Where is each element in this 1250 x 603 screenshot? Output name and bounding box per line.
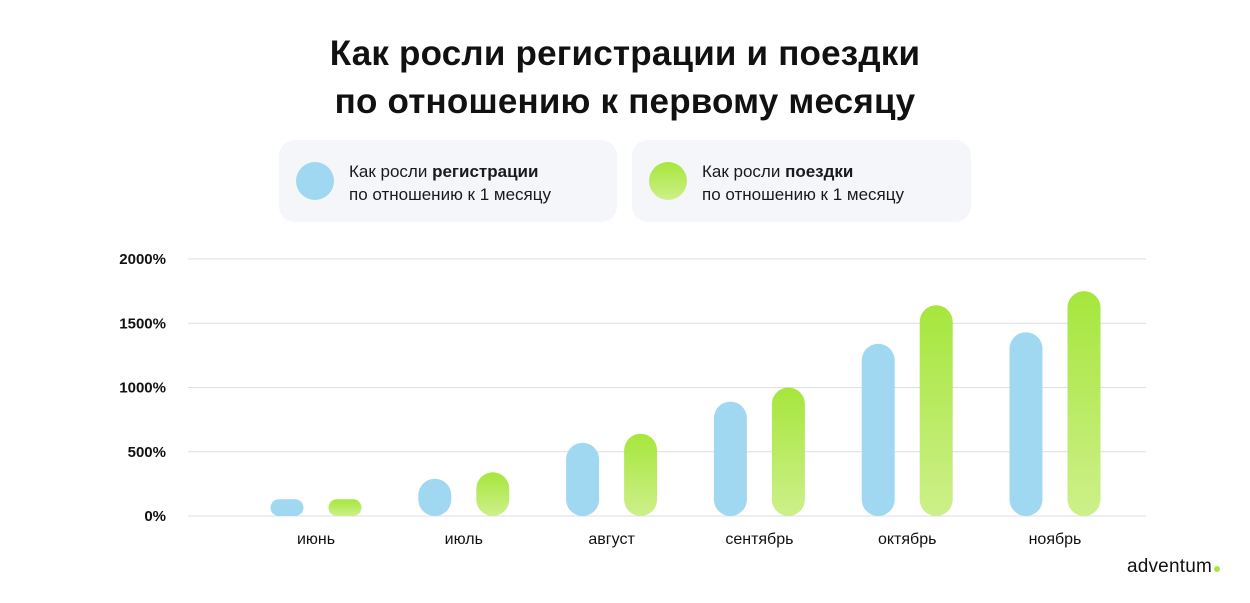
x-tick-label: сентябрь [725, 531, 793, 548]
x-tick-label: июнь [297, 531, 335, 548]
bars [270, 291, 1101, 516]
bar-registrations [418, 478, 452, 516]
x-axis-tick-labels: июнь июль август сентябрь октябрь ноябрь [297, 531, 1081, 548]
bar-registrations [1009, 332, 1043, 516]
y-axis-tick-labels: 0% 500% 1000% 1500% 2000% [119, 251, 166, 525]
grid-lines [188, 258, 1146, 517]
legend-label-trips-line2: по отношению к 1 месяцу [702, 185, 904, 204]
legend-swatch-registrations [296, 162, 334, 200]
y-tick-label: 0% [144, 508, 166, 525]
legend-label-registrations: Как росли регистрации по отношению к 1 м… [349, 160, 551, 206]
brand-logo: adventum [1127, 556, 1220, 578]
x-tick-label: ноябрь [1029, 531, 1082, 548]
legend-item-registrations: Как росли регистрации по отношению к 1 м… [279, 140, 617, 222]
bar-registrations [861, 343, 895, 516]
bar-trips [1067, 291, 1101, 516]
chart-title-line-2: по отношению к первому месяцу [334, 82, 916, 121]
legend-label-registrations-plain: Как росли [349, 162, 433, 181]
legend-label-trips-bold: поездки [785, 162, 854, 181]
legend-label-registrations-bold: регистрации [432, 162, 539, 181]
brand-logo-dot [1214, 566, 1220, 572]
bar-registrations [713, 401, 747, 516]
x-tick-label: октябрь [878, 531, 936, 548]
y-tick-label: 1500% [119, 315, 166, 332]
bar-trips [919, 305, 953, 516]
y-tick-label: 2000% [119, 251, 166, 268]
bar-trips [328, 499, 362, 516]
legend-swatch-trips [649, 162, 687, 200]
chart-title-line-1: Как росли регистрации и поездки [329, 34, 921, 73]
x-tick-label: август [588, 531, 635, 548]
bar-trips [624, 433, 658, 516]
bar-registrations [270, 499, 304, 516]
legend-label-trips-plain: Как росли [702, 162, 786, 181]
bar-trips [476, 472, 510, 516]
legend-label-trips: Как росли поездки по отношению к 1 месяц… [702, 160, 904, 206]
brand-logo-text: adventum [1126, 556, 1212, 577]
x-tick-label: июль [445, 531, 483, 548]
legend-item-trips: Как росли поездки по отношению к 1 месяц… [632, 140, 971, 222]
chart-title: Как росли регистрации и поездки по отнош… [0, 30, 1250, 126]
y-tick-label: 500% [128, 444, 166, 461]
legend-label-registrations-line2: по отношению к 1 месяцу [349, 185, 551, 204]
bar-trips [771, 387, 805, 516]
bar-registrations [566, 442, 600, 516]
y-tick-label: 1000% [119, 380, 166, 397]
